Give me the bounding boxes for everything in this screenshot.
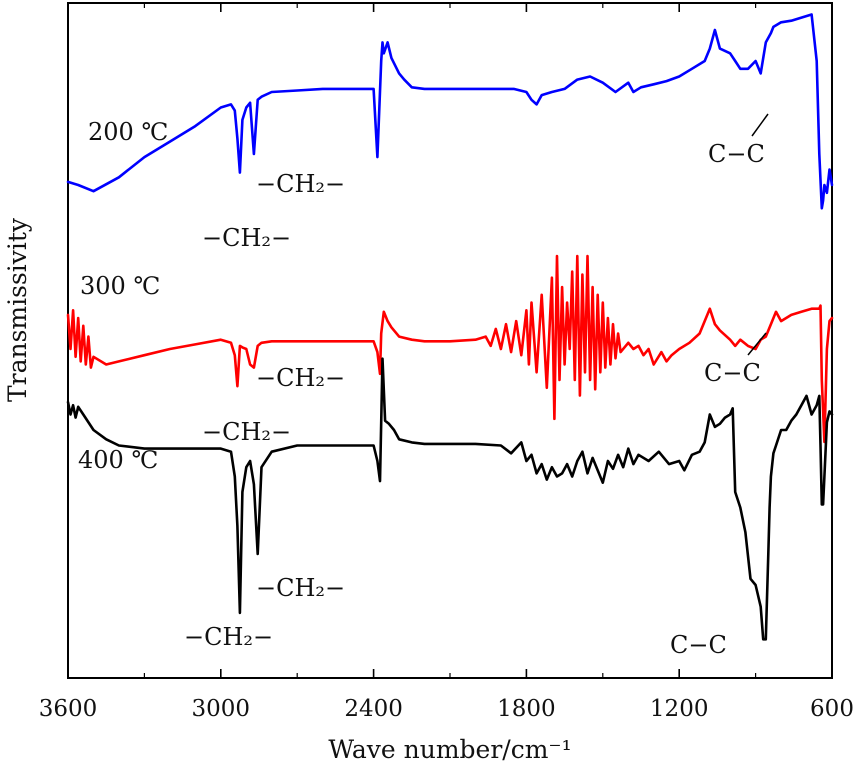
series-label-200: 200 ℃ [88,118,168,146]
peak-label-300-ch2-a: −CH₂− [202,418,291,446]
series-line-300 [66,254,834,444]
peak-label-400-ch2-a: −CH₂− [184,623,273,651]
peak-leader-300-cc [747,332,767,356]
x-tick-label: 3600 [39,696,98,722]
x-axis-tick-labels: 3600 3000 2400 1800 1200 600 [39,696,854,722]
annotation-layer: 200 ℃ 300 ℃ 400 ℃ −CH₂− −CH₂− C−C −CH₂− … [78,113,769,659]
series-layer [66,13,834,641]
x-tick-label: 3000 [192,696,251,722]
x-axis-title: Wave number/cm⁻¹ [328,735,571,764]
x-tick-label: 600 [810,696,854,722]
series-label-300: 300 ℃ [80,272,160,300]
x-tick-label: 1800 [497,696,556,722]
y-axis-title: Transmissivity [3,217,32,402]
peak-label-200-ch2-a: −CH₂− [202,224,291,252]
x-tick-label: 2400 [344,696,403,722]
series-line-200 [66,13,834,210]
peak-leader-200-cc [751,113,769,137]
x-tick-label: 1200 [650,696,709,722]
peak-label-300-cc: C−C [704,359,761,387]
peak-label-400-cc: C−C [670,631,727,659]
series-label-400: 400 ℃ [78,446,158,474]
peak-label-400-ch2-b: −CH₂− [256,574,345,602]
peak-label-200-cc: C−C [708,140,765,168]
peak-label-200-ch2-b: −CH₂− [256,170,345,198]
series-line-400 [66,357,834,641]
peak-label-300-ch2-b: −CH₂− [256,364,345,392]
x-axis-ticks [67,3,833,678]
